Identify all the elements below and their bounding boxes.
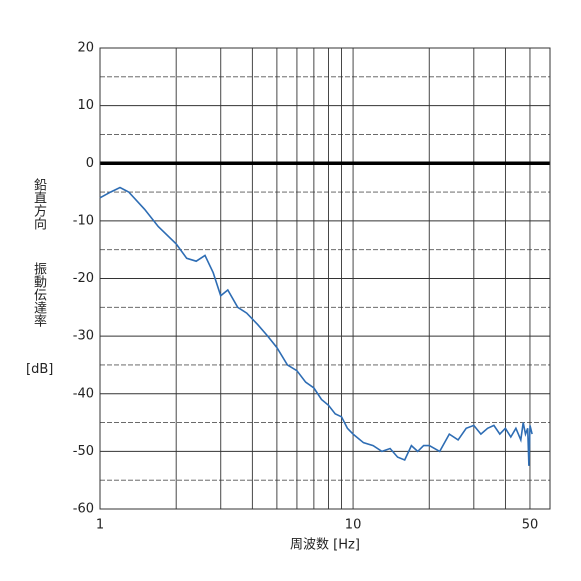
x-axis-label: 周波数 [Hz]	[290, 538, 360, 553]
x-tick-label: 50	[522, 518, 539, 533]
y-tick-label: 20	[77, 41, 94, 56]
y-tick-label: -30	[73, 329, 94, 344]
line-series	[99, 186, 533, 466]
y-tick-label: -60	[73, 502, 94, 517]
y-label-1: 鉛直方向	[31, 178, 46, 230]
x-tick-label: 10	[345, 518, 362, 533]
y-tick-label: -50	[73, 444, 94, 459]
y-tick-label: -20	[73, 271, 94, 286]
y-label-3: [dB]	[26, 362, 54, 377]
plot-frame	[99, 47, 551, 510]
y-tick-label: 0	[86, 156, 94, 171]
y-label-2: 振動伝達率	[31, 262, 46, 327]
y-tick-label: -10	[73, 213, 94, 228]
y-tick-label: -40	[73, 386, 94, 401]
x-tick-label: 1	[96, 518, 104, 533]
y-tick-label: 10	[77, 98, 94, 113]
